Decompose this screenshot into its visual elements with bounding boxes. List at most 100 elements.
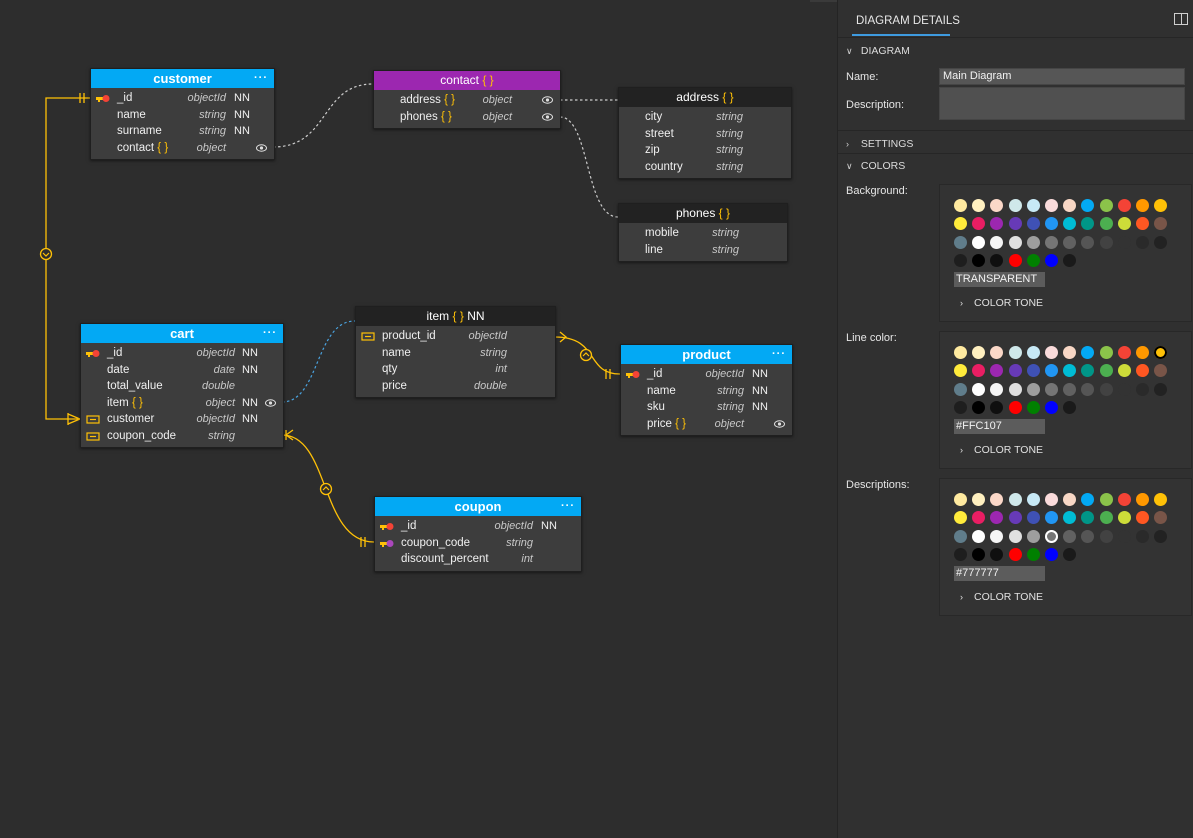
field-row[interactable]: _id objectId NN bbox=[375, 518, 581, 535]
color-swatch[interactable] bbox=[1026, 199, 1040, 212]
field-row[interactable]: item { } object NN bbox=[81, 395, 283, 412]
color-swatch[interactable] bbox=[1136, 511, 1149, 525]
entity-header[interactable]: cart ··· bbox=[81, 324, 283, 343]
color-swatch[interactable] bbox=[1081, 199, 1095, 212]
field-row[interactable]: name string NN bbox=[91, 107, 274, 124]
entity-header[interactable]: address { } bbox=[619, 88, 791, 107]
color-swatch[interactable] bbox=[1117, 382, 1131, 396]
color-swatch[interactable] bbox=[1026, 253, 1040, 267]
color-swatch[interactable] bbox=[1136, 199, 1149, 212]
color-swatch[interactable] bbox=[1136, 493, 1149, 506]
color-swatch[interactable] bbox=[1099, 511, 1113, 525]
field-row[interactable]: _id objectId NN bbox=[91, 90, 274, 107]
color-swatch[interactable] bbox=[1045, 199, 1058, 212]
color-swatch[interactable] bbox=[972, 529, 986, 543]
color-swatch[interactable] bbox=[990, 382, 1004, 396]
color-swatch[interactable] bbox=[1117, 529, 1131, 543]
color-swatch[interactable] bbox=[1045, 235, 1058, 249]
entity-menu-icon[interactable]: ··· bbox=[263, 327, 277, 339]
color-swatch[interactable] bbox=[1117, 217, 1131, 231]
field-row[interactable]: address { } object bbox=[374, 92, 560, 109]
color-swatch[interactable] bbox=[1026, 547, 1040, 561]
color-swatch[interactable] bbox=[1117, 346, 1131, 359]
field-row[interactable]: surname string NN bbox=[91, 123, 274, 140]
color-swatch[interactable] bbox=[1154, 235, 1168, 249]
field-row[interactable]: zip string bbox=[619, 142, 791, 159]
color-swatch[interactable] bbox=[1099, 199, 1113, 212]
field-row[interactable]: street string bbox=[619, 126, 791, 143]
color-swatch[interactable] bbox=[1008, 217, 1022, 231]
color-swatch[interactable] bbox=[1026, 235, 1040, 249]
color-swatch[interactable] bbox=[1045, 529, 1058, 543]
section-settings[interactable]: › SETTINGS bbox=[846, 138, 913, 150]
color-swatch[interactable] bbox=[954, 199, 967, 212]
color-swatch[interactable] bbox=[990, 364, 1004, 378]
color-swatch[interactable] bbox=[990, 217, 1004, 231]
color-swatch[interactable] bbox=[1154, 217, 1168, 231]
color-swatch[interactable] bbox=[1063, 364, 1077, 378]
color-swatch[interactable] bbox=[1063, 493, 1077, 506]
field-row[interactable]: city string bbox=[619, 109, 791, 126]
color-swatch[interactable] bbox=[990, 346, 1004, 359]
entity-phones[interactable]: phones { } mobile string line string bbox=[618, 203, 788, 262]
color-swatch[interactable] bbox=[1063, 235, 1077, 249]
color-swatch[interactable] bbox=[1081, 217, 1095, 231]
field-row[interactable]: qty int bbox=[356, 361, 555, 378]
color-swatch[interactable] bbox=[1063, 529, 1077, 543]
panel-layout-icon[interactable] bbox=[1174, 13, 1188, 25]
color-swatch[interactable] bbox=[954, 364, 967, 378]
color-swatch[interactable] bbox=[1099, 382, 1113, 396]
color-swatch[interactable] bbox=[1099, 493, 1113, 506]
field-row[interactable]: customer objectId NN bbox=[81, 411, 283, 428]
field-row[interactable]: name string NN bbox=[621, 383, 792, 400]
color-swatch[interactable] bbox=[972, 235, 986, 249]
entity-cart[interactable]: cart ··· _id objectId NN date date NN to… bbox=[80, 323, 284, 448]
color-swatch[interactable] bbox=[1081, 382, 1095, 396]
color-swatch[interactable] bbox=[1045, 511, 1058, 525]
entity-header[interactable]: product ··· bbox=[621, 345, 792, 364]
color-swatch[interactable] bbox=[990, 547, 1004, 561]
color-swatch[interactable] bbox=[1063, 547, 1077, 561]
entity-address[interactable]: address { } city string street string zip s… bbox=[618, 87, 792, 179]
color-swatch[interactable] bbox=[1154, 346, 1168, 359]
color-swatch[interactable] bbox=[1063, 346, 1077, 359]
entity-menu-icon[interactable]: ··· bbox=[254, 72, 268, 84]
color-swatch[interactable] bbox=[1154, 493, 1168, 506]
entity-coupon[interactable]: coupon ··· _id objectId NN coupon_code s… bbox=[374, 496, 582, 572]
entity-header[interactable]: customer ··· bbox=[91, 69, 274, 88]
color-swatch[interactable] bbox=[1026, 400, 1040, 414]
descriptions-value[interactable]: #777777 bbox=[954, 566, 1045, 581]
color-swatch[interactable] bbox=[954, 547, 967, 561]
name-field[interactable]: Main Diagram bbox=[939, 68, 1185, 85]
color-swatch[interactable] bbox=[1099, 529, 1113, 543]
field-row[interactable]: price double bbox=[356, 378, 555, 395]
field-row[interactable]: sku string NN bbox=[621, 399, 792, 416]
color-swatch[interactable] bbox=[1045, 217, 1058, 231]
field-row[interactable]: product_id objectId bbox=[356, 328, 555, 345]
color-swatch[interactable] bbox=[972, 217, 986, 231]
color-swatch[interactable] bbox=[972, 199, 986, 212]
color-swatch[interactable] bbox=[972, 346, 986, 359]
color-swatch[interactable] bbox=[1026, 382, 1040, 396]
color-swatch[interactable] bbox=[1026, 217, 1040, 231]
color-swatch[interactable] bbox=[1117, 493, 1131, 506]
color-swatch[interactable] bbox=[954, 253, 967, 267]
color-swatch[interactable] bbox=[1136, 346, 1149, 359]
color-swatch[interactable] bbox=[1008, 364, 1022, 378]
color-swatch[interactable] bbox=[990, 511, 1004, 525]
color-swatch[interactable] bbox=[972, 253, 986, 267]
field-row[interactable]: contact { } object bbox=[91, 140, 274, 157]
color-swatch[interactable] bbox=[1117, 235, 1131, 249]
color-swatch[interactable] bbox=[1136, 382, 1149, 396]
entity-header[interactable]: phones { } bbox=[619, 204, 787, 223]
color-swatch[interactable] bbox=[954, 235, 967, 249]
entity-header[interactable]: contact { } bbox=[374, 71, 560, 90]
entity-contact[interactable]: contact { } address { } object phones { … bbox=[373, 70, 561, 129]
color-swatch[interactable] bbox=[954, 529, 967, 543]
color-swatch[interactable] bbox=[1008, 511, 1022, 525]
entity-customer[interactable]: customer ··· _id objectId NN name string… bbox=[90, 68, 275, 160]
field-row[interactable]: date date NN bbox=[81, 362, 283, 379]
color-swatch[interactable] bbox=[1136, 217, 1149, 231]
color-swatch[interactable] bbox=[1154, 364, 1168, 378]
color-swatch[interactable] bbox=[1136, 235, 1149, 249]
